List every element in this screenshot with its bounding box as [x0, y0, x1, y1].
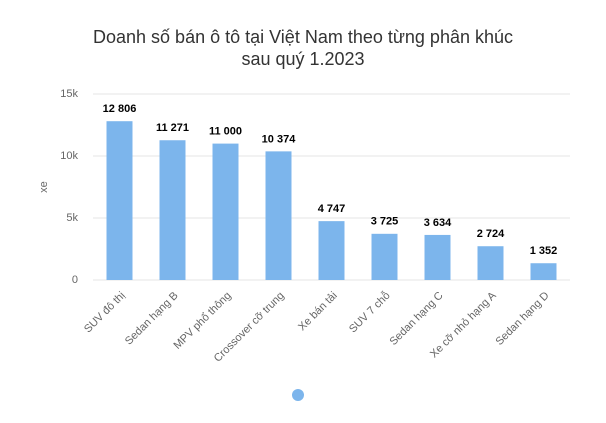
chart-title: sau quý 1.2023 — [241, 49, 364, 69]
value-label: 3 725 — [371, 216, 399, 228]
value-label: 11 000 — [209, 126, 242, 138]
x-tick-label: Sedan hạng D — [493, 290, 551, 348]
y-tick-label: 5k — [66, 212, 78, 224]
bar — [212, 143, 239, 280]
value-label: 3 634 — [424, 217, 452, 229]
y-tick-label: 0 — [72, 274, 78, 286]
x-tick-label: SUV đô thị — [82, 290, 128, 336]
value-label: 1 352 — [530, 245, 558, 257]
value-label: 4 747 — [318, 203, 346, 215]
bar — [530, 263, 557, 280]
legend-symbol[interactable] — [292, 389, 304, 401]
y-tick-label: 10k — [60, 150, 78, 162]
x-tick-label: SUV 7 chỗ — [346, 289, 392, 335]
value-label: 12 806 — [103, 103, 137, 115]
value-label: 10 374 — [262, 133, 297, 145]
bar — [318, 221, 345, 280]
bar — [159, 140, 186, 280]
bar — [371, 233, 398, 280]
y-tick-label: 15k — [60, 88, 78, 100]
x-tick-label: Xe bán tải — [296, 290, 340, 334]
bar — [106, 121, 133, 280]
value-label: 2 724 — [477, 228, 505, 240]
bar — [424, 234, 451, 280]
bar — [477, 246, 504, 280]
value-label: 11 271 — [156, 122, 189, 134]
chart-title: Doanh số bán ô tô tại Việt Nam theo từng… — [93, 27, 513, 47]
x-tick-label: Sedan hạng B — [123, 290, 181, 348]
x-tick-label: Sedan hạng C — [387, 290, 445, 348]
y-axis-title: xe — [38, 181, 50, 193]
bar — [265, 151, 292, 280]
